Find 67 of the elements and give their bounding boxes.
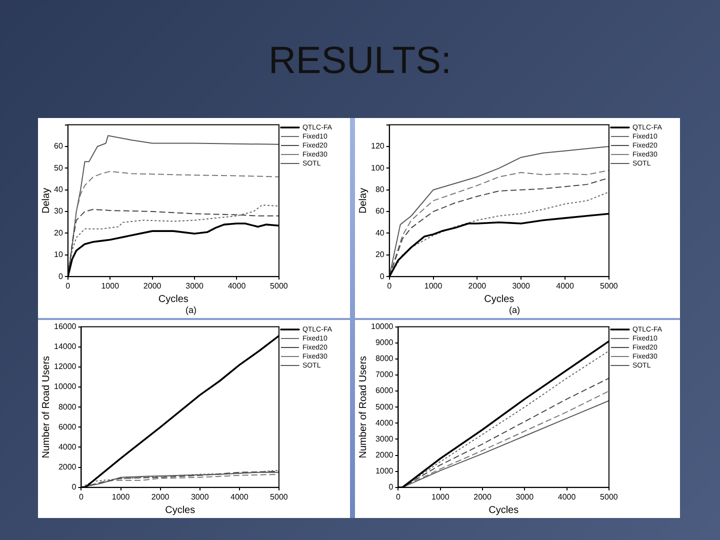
y-tick-label: 4000 bbox=[375, 418, 394, 428]
y-tick-label: 120 bbox=[370, 142, 385, 151]
y-tick-label: 0 bbox=[388, 482, 394, 492]
y-tick-label: 20 bbox=[375, 250, 385, 260]
y-tick-label: 12000 bbox=[54, 362, 77, 372]
y-tick-label: 10000 bbox=[370, 322, 394, 332]
y-tick-label: 8000 bbox=[58, 402, 77, 412]
y-tick-label: 2000 bbox=[375, 450, 394, 460]
y-tick-label: 60 bbox=[54, 142, 64, 151]
y-tick-label: 9000 bbox=[375, 338, 394, 348]
y-tick-label: 16000 bbox=[54, 322, 77, 332]
y-tick-label: 100 bbox=[370, 163, 385, 172]
x-tick-label: 1000 bbox=[101, 282, 120, 291]
y-tick-label: 4000 bbox=[58, 442, 77, 452]
x-tick-label: 3000 bbox=[186, 282, 204, 291]
y-tick-label: 10 bbox=[54, 250, 64, 260]
x-axis-title: Cycles bbox=[158, 294, 188, 305]
y-axis-title: Number of Road Users bbox=[40, 356, 52, 458]
y-axis-title: Delay bbox=[358, 188, 369, 214]
x-tick-label: 2000 bbox=[143, 282, 162, 291]
x-tick-label: 5000 bbox=[270, 282, 288, 291]
y-tick-label: 20 bbox=[54, 228, 64, 238]
y-tick-label: 14000 bbox=[54, 342, 77, 352]
x-tick-label: 5000 bbox=[270, 492, 288, 502]
y-tick-label: 10000 bbox=[54, 382, 77, 392]
text: (a) bbox=[186, 305, 196, 316]
x-tick-label: 2000 bbox=[151, 492, 170, 502]
x-tick-label: 3000 bbox=[516, 492, 534, 502]
y-tick-label: 8000 bbox=[375, 354, 394, 364]
y-tick-label: 40 bbox=[375, 228, 385, 238]
text: (a) bbox=[509, 305, 520, 316]
x-tick-label: 1000 bbox=[112, 492, 130, 502]
x-tick-label: 2000 bbox=[474, 492, 492, 502]
x-tick-label: 0 bbox=[79, 492, 84, 502]
y-tick-label: 7000 bbox=[375, 370, 394, 380]
x-tick-label: 3000 bbox=[190, 492, 210, 502]
y-tick-label: 0 bbox=[380, 272, 385, 281]
x-tick-label: 4000 bbox=[230, 492, 249, 502]
x-tick-label: 4000 bbox=[228, 282, 246, 291]
y-tick-label: 40 bbox=[54, 185, 64, 194]
x-axis-title: Cycles bbox=[488, 504, 519, 516]
y-axis-title: Delay bbox=[40, 188, 52, 214]
x-tick-label: 2000 bbox=[468, 282, 487, 291]
y-tick-label: 30 bbox=[54, 206, 64, 216]
y-tick-label: 3000 bbox=[375, 434, 394, 444]
x-tick-label: 1000 bbox=[431, 492, 450, 502]
y-tick-label: 50 bbox=[54, 163, 64, 172]
y-tick-label: 6000 bbox=[375, 386, 394, 396]
x-tick-label: 4000 bbox=[558, 492, 576, 502]
x-tick-label: 0 bbox=[396, 492, 402, 502]
x-axis-title: Cycles bbox=[484, 294, 514, 305]
x-tick-label: 4000 bbox=[556, 282, 574, 291]
x-axis-title: Cycles bbox=[165, 504, 196, 516]
y-tick-label: 5000 bbox=[375, 402, 394, 412]
x-tick-label: 5000 bbox=[600, 282, 618, 291]
x-tick-label: 3000 bbox=[512, 282, 531, 291]
y-tick-label: 0 bbox=[72, 482, 77, 492]
text: RESULTS: bbox=[267, 40, 452, 83]
y-tick-label: 0 bbox=[58, 272, 64, 281]
x-tick-label: 1000 bbox=[424, 282, 443, 291]
y-tick-label: 1000 bbox=[375, 466, 394, 476]
y-axis-title: Number of Road Users bbox=[358, 356, 369, 458]
y-tick-label: 60 bbox=[375, 206, 385, 216]
y-tick-label: 6000 bbox=[58, 422, 77, 432]
x-tick-label: 5000 bbox=[600, 492, 618, 502]
y-tick-label: 2000 bbox=[58, 462, 77, 472]
y-tick-label: 80 bbox=[375, 185, 385, 194]
